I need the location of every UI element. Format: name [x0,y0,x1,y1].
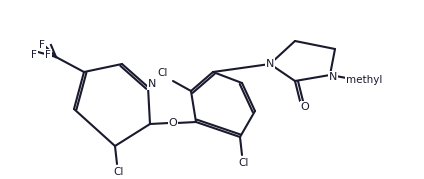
Text: Cl: Cl [239,158,249,168]
Text: N: N [148,79,156,89]
Text: Cl: Cl [158,68,168,78]
Text: O: O [169,118,177,128]
Text: N: N [266,59,274,69]
Text: F: F [31,50,37,60]
Text: N: N [329,72,337,82]
Text: F: F [39,40,45,50]
Text: O: O [301,102,310,112]
Text: F: F [45,50,51,60]
Text: Cl: Cl [114,167,124,177]
Text: methyl: methyl [346,75,382,85]
